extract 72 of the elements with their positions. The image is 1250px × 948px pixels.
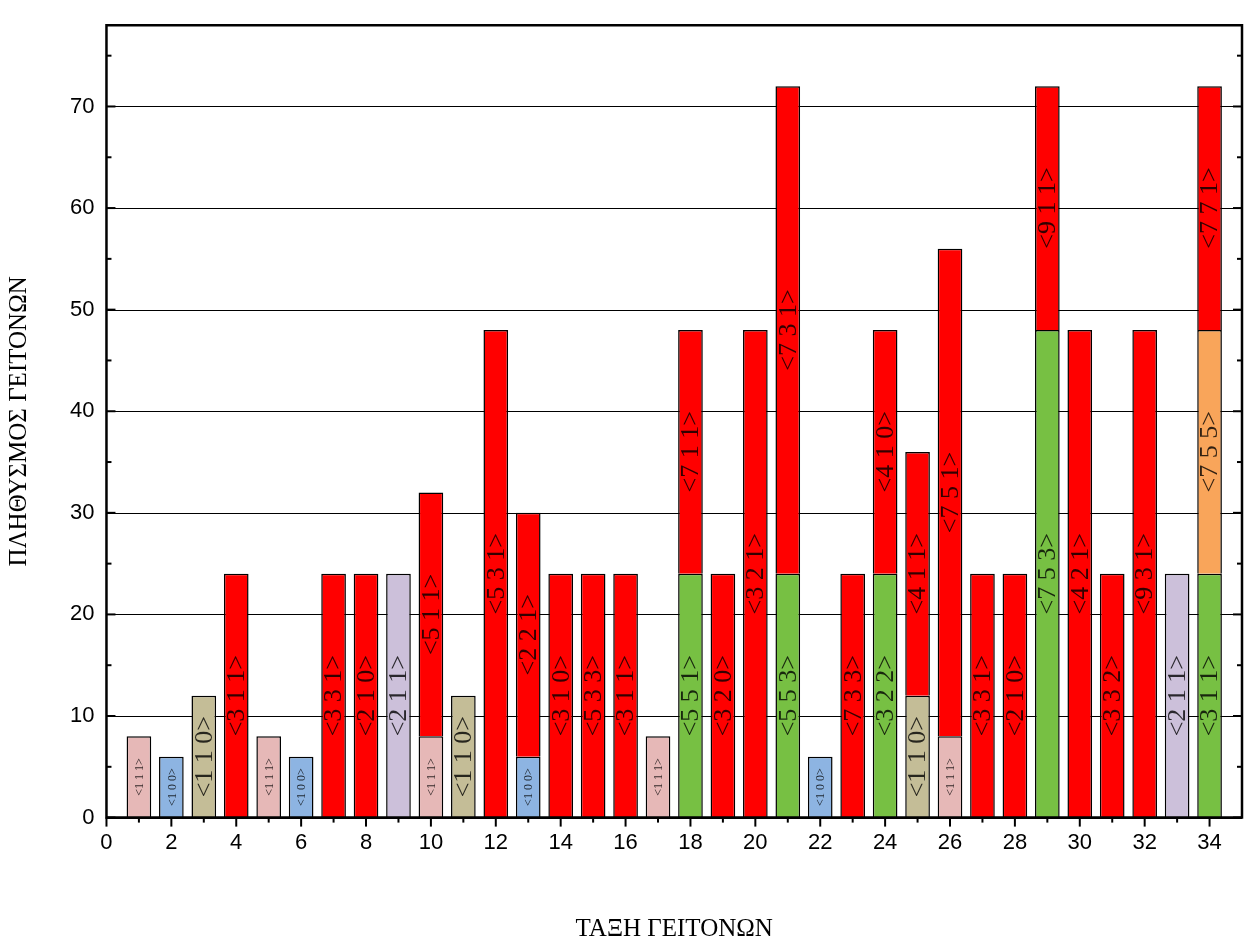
x-tick-label: 8: [359, 828, 373, 854]
data-label: <5 5 1>: [675, 655, 705, 737]
data-label: <3 3 1>: [318, 655, 348, 737]
x-tick-label: 2: [165, 828, 178, 854]
y-tick-label: 20: [69, 600, 95, 626]
data-label: <1 0 0>: [164, 768, 179, 806]
data-label: <1 1 1>: [261, 757, 276, 796]
x-tick-label: 10: [418, 828, 444, 854]
x-tick-label: 30: [1067, 828, 1093, 854]
x-tick-label: 20: [743, 828, 768, 854]
x-tick-label: 28: [1002, 828, 1028, 854]
data-label: <9 3 1>: [1129, 533, 1159, 615]
x-tick-label: 18: [678, 828, 703, 854]
data-label: <7 3 1>: [772, 289, 802, 371]
data-label: <3 3 2>: [1097, 655, 1127, 737]
x-tick-label: 26: [937, 828, 963, 854]
data-label: <5 5 3>: [772, 655, 802, 737]
data-label: <2 1 1>: [383, 655, 413, 737]
data-label: <1 1 1>: [651, 757, 666, 796]
data-label: <2 1 0>: [350, 655, 380, 737]
data-label: <1 0 0>: [521, 768, 536, 806]
x-tick-label: 22: [807, 828, 833, 854]
data-label: <2 1 1>: [1161, 655, 1191, 737]
data-label: <7 5 3>: [1032, 533, 1062, 615]
x-tick-label: 24: [872, 828, 898, 854]
x-tick-label: 32: [1132, 828, 1157, 854]
y-tick-label: 50: [69, 295, 95, 321]
data-label: <4 1 0>: [869, 411, 899, 493]
x-tick-label: 16: [613, 828, 638, 854]
data-label: <2 2 1>: [513, 594, 543, 676]
data-label: <1 1 0>: [902, 715, 932, 798]
y-tick-label: 30: [69, 498, 95, 524]
data-label: <7 3 3>: [837, 655, 867, 737]
data-label: <2 1 0>: [999, 655, 1029, 737]
data-label: <3 3 1>: [967, 655, 997, 737]
x-tick-label: 12: [483, 828, 509, 854]
y-tick-label: 70: [69, 92, 95, 118]
data-label: <3 1 1>: [610, 655, 640, 737]
x-axis-title: ΤΑΞΗ ΓΕΙΤΟΝΩΝ: [575, 913, 773, 941]
data-label: <1 1 1>: [424, 757, 439, 796]
data-label: <7 5 5>: [1194, 411, 1224, 493]
data-label: <1 1 1>: [132, 757, 147, 796]
data-label: <5 1 1>: [415, 573, 445, 656]
data-label: <3 1 1>: [1194, 655, 1224, 737]
data-label: <1 1 0>: [188, 715, 218, 798]
data-label: <3 2 2>: [869, 655, 899, 737]
data-label: <4 2 1>: [1064, 533, 1094, 615]
data-label: <1 0 0>: [294, 768, 309, 806]
data-label: <9 1 1>: [1032, 167, 1062, 249]
data-label: <3 1 0>: [545, 655, 575, 737]
data-label: <5 3 1>: [480, 533, 510, 615]
data-label: <3 1 1>: [221, 655, 251, 737]
data-label: <5 3 3>: [577, 655, 607, 737]
y-tick-label: 10: [69, 702, 95, 728]
x-tick-label: 4: [230, 828, 243, 854]
data-label: <3 2 0>: [707, 655, 737, 737]
data-label: <7 7 1>: [1194, 167, 1224, 249]
data-label: <1 1 0>: [448, 715, 478, 798]
y-tick-label: 60: [69, 194, 95, 220]
y-tick-label: 40: [69, 397, 95, 423]
data-label: <7 1 1>: [675, 411, 705, 493]
data-label: <4 1 1>: [902, 533, 932, 615]
data-label: <3 2 1>: [740, 533, 770, 615]
data-label: <1 1 1>: [943, 757, 958, 796]
x-tick-label: 6: [295, 828, 308, 854]
x-tick-label: 34: [1197, 828, 1222, 854]
data-label: <7 5 1>: [934, 451, 964, 534]
x-tick-label: 14: [548, 828, 573, 854]
y-axis-title: ΠΛΗΘΥΣΜΟΣ ΓΕΙΤΟΝΩΝ: [3, 276, 31, 567]
x-tick-label: 0: [100, 828, 113, 854]
y-tick-label: 0: [82, 803, 95, 829]
data-label: <1 0 0>: [813, 768, 828, 806]
